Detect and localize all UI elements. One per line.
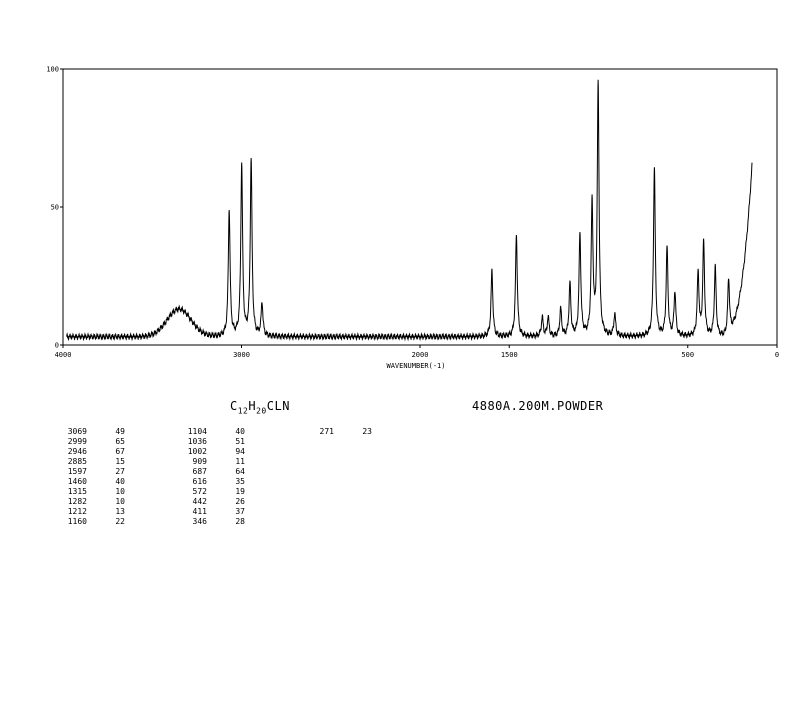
y-tick-label: 50: [51, 204, 59, 212]
peak-intensity: 28: [235, 517, 245, 526]
peak-table-row: 1597 27: [53, 467, 125, 477]
peak-wavenumber: 1315: [67, 487, 87, 496]
peak-wavenumber: 3069: [67, 427, 87, 436]
peak-table-row: 442 26: [173, 497, 245, 507]
x-tick-label: 4000: [55, 351, 72, 359]
peak-table-row: 616 35: [173, 477, 245, 487]
peak-wavenumber: 1036: [187, 437, 207, 446]
x-axis-label: WAVENUMBER(-1): [386, 362, 445, 370]
peak-table-column-2: 1104 40 1036 51 1002 94 909 11 687 64 616 35 572 19 44…: [173, 427, 245, 527]
peak-table-row: 1212 13: [53, 507, 125, 517]
peak-table-row: 909 11: [173, 457, 245, 467]
peak-intensity: 37: [235, 507, 245, 516]
peak-table-row: 2946 67: [53, 447, 125, 457]
peak-intensity: 22: [115, 517, 125, 526]
peak-intensity: 64: [235, 467, 245, 476]
peak-wavenumber: 616: [192, 477, 207, 486]
peak-intensity: 19: [235, 487, 245, 496]
peak-table-row: 1002 94: [173, 447, 245, 457]
peak-table-row: 2999 65: [53, 437, 125, 447]
peak-table-column-3: 271 23: [300, 427, 372, 437]
peak-wavenumber: 909: [192, 457, 207, 466]
peak-wavenumber: 1104: [187, 427, 207, 436]
peak-wavenumber: 2885: [67, 457, 87, 466]
peak-table-row: 572 19: [173, 487, 245, 497]
peak-intensity: 67: [115, 447, 125, 456]
peak-intensity: 10: [115, 497, 125, 506]
peak-table-row: 1460 40: [53, 477, 125, 487]
peak-intensity: 35: [235, 477, 245, 486]
peak-intensity: 65: [115, 437, 125, 446]
peak-table-row: 346 28: [173, 517, 245, 527]
peak-intensity: 26: [235, 497, 245, 506]
peak-table-row: 3069 49: [53, 427, 125, 437]
peak-wavenumber: 687: [192, 467, 207, 476]
x-tick-label: 3000: [233, 351, 250, 359]
peak-wavenumber: 1282: [67, 497, 87, 506]
y-tick-label: 0: [55, 342, 59, 350]
peak-wavenumber: 411: [192, 507, 207, 516]
x-tick-label: 0: [775, 351, 779, 359]
peak-table-column-1: 3069 49 2999 65 2946 67 2885 15 1597 27 1460 40 1315…: [53, 427, 125, 527]
peak-intensity: 15: [115, 457, 125, 466]
peak-intensity: 40: [115, 477, 125, 486]
peak-wavenumber: 346: [192, 517, 207, 526]
y-tick-label: 100: [46, 66, 59, 74]
x-axis-ticks: 4000 3000 2000 1500 500 0: [55, 345, 779, 359]
peak-intensity: 13: [115, 507, 125, 516]
y-axis-ticks: 100 50 0: [46, 66, 63, 350]
peak-wavenumber: 572: [192, 487, 207, 496]
molecular-formula: C12H20CLN: [230, 399, 290, 416]
peak-intensity: 49: [115, 427, 125, 436]
peak-wavenumber: 442: [192, 497, 207, 506]
x-tick-label: 2000: [412, 351, 429, 359]
plot-frame: [62, 68, 778, 346]
peak-table-row: 1036 51: [173, 437, 245, 447]
peak-intensity: 23: [362, 427, 372, 436]
peak-table-row: 1160 22: [53, 517, 125, 527]
peak-intensity: 27: [115, 467, 125, 476]
spectrum-line: [66, 79, 753, 342]
peak-intensity: 51: [235, 437, 245, 446]
peak-wavenumber: 1002: [187, 447, 207, 456]
x-tick-label: 500: [681, 351, 694, 359]
peak-table-row: 2885 15: [53, 457, 125, 467]
peak-table-row: 1282 10: [53, 497, 125, 507]
peak-wavenumber: 271: [319, 427, 334, 436]
peak-wavenumber: 1212: [67, 507, 87, 516]
peak-wavenumber: 1160: [67, 517, 87, 526]
peak-table-row: 1315 10: [53, 487, 125, 497]
peak-intensity: 40: [235, 427, 245, 436]
x-tick-label: 1500: [501, 351, 518, 359]
peak-wavenumber: 1460: [67, 477, 87, 486]
peak-wavenumber: 2946: [67, 447, 87, 456]
peak-intensity: 11: [235, 457, 245, 466]
peak-table-row: 1104 40: [173, 427, 245, 437]
peak-wavenumber: 2999: [67, 437, 87, 446]
peak-intensity: 10: [115, 487, 125, 496]
peak-table-row: 271 23: [300, 427, 372, 437]
peak-table-row: 687 64: [173, 467, 245, 477]
peak-wavenumber: 1597: [67, 467, 87, 476]
peak-table-row: 411 37: [173, 507, 245, 517]
measurement-conditions: 4880A.200M.POWDER: [472, 399, 604, 413]
peak-intensity: 94: [235, 447, 245, 456]
